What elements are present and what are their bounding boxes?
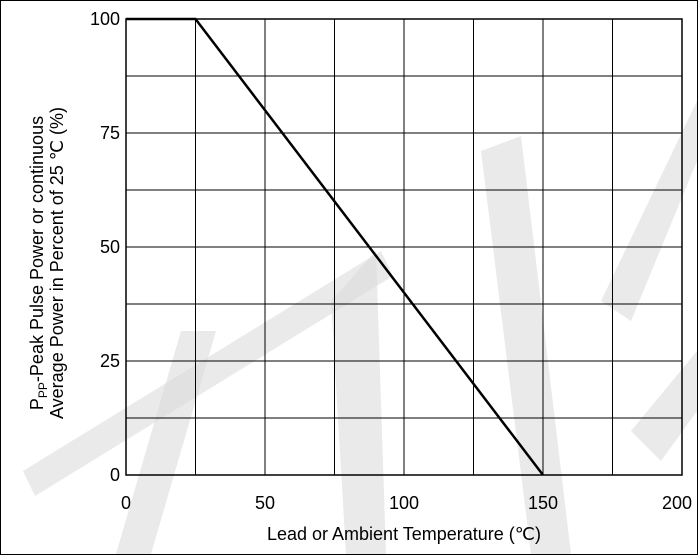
- plot-frame: [125, 18, 683, 476]
- y-axis-label-line2: Average Power in Percent of 25 ℃ (%): [47, 107, 67, 419]
- x-axis-label: Lead or Ambient Temperature (℃): [267, 524, 541, 544]
- x-tick-label: 100: [389, 493, 419, 513]
- y-axis-label-subscript: PP: [36, 382, 50, 398]
- y-tick-label: 50: [100, 237, 120, 257]
- y-axis-label-rest: -Peak Pulse Power or continuous: [27, 116, 47, 382]
- grid: [126, 19, 682, 475]
- svg-text:PPP-Peak Pulse Power or contin: PPP-Peak Pulse Power or continuous: [27, 116, 50, 410]
- watermark: [23, 101, 697, 554]
- y-tick-labels: 0 25 50 75 100: [90, 9, 120, 485]
- y-tick-label: 0: [110, 465, 120, 485]
- y-tick-label: 75: [100, 123, 120, 143]
- y-axis-label-prefix: P: [27, 398, 47, 410]
- x-tick-label: 150: [528, 493, 558, 513]
- x-tick-label: 0: [121, 493, 131, 513]
- y-tick-label: 100: [90, 9, 120, 29]
- series-group: [126, 17, 544, 476]
- y-tick-label: 25: [100, 351, 120, 371]
- series-line: [126, 17, 544, 476]
- x-tick-label: 50: [255, 493, 275, 513]
- x-tick-labels: 0 50 100 150 200: [121, 493, 692, 513]
- x-tick-label: 200: [662, 493, 692, 513]
- y-axis-label: PPP-Peak Pulse Power or continuous Avera…: [27, 107, 67, 419]
